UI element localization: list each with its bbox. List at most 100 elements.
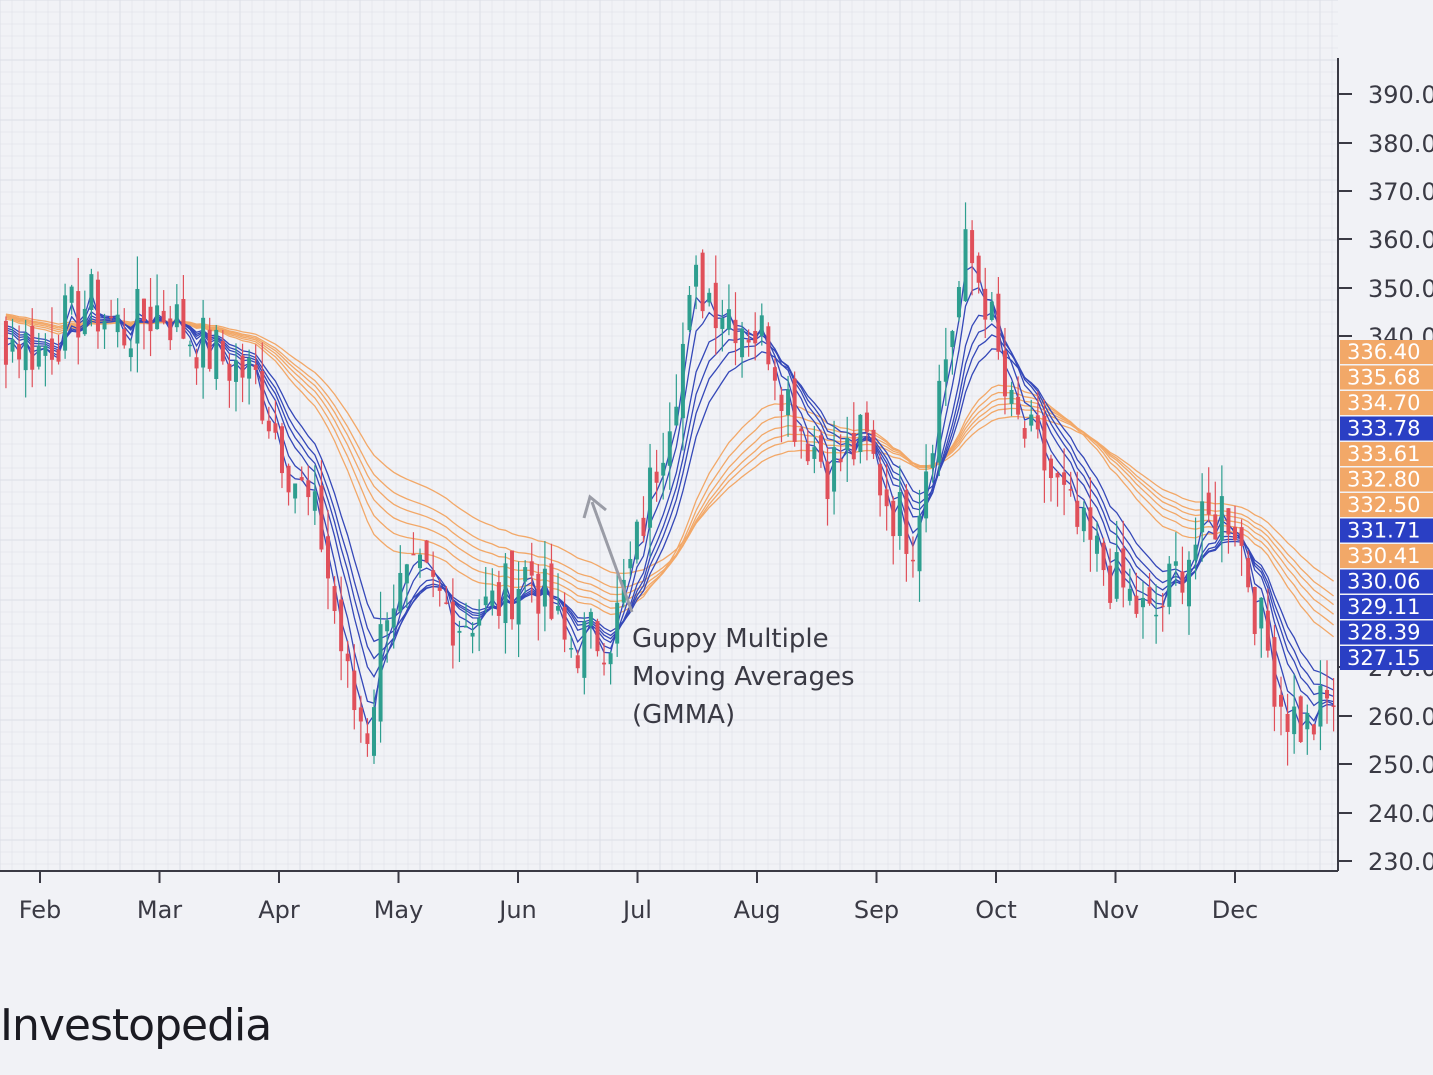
candle-body (1325, 689, 1330, 699)
candle-body (1246, 558, 1251, 588)
candle-body (983, 288, 988, 320)
candle-body (615, 602, 620, 644)
candle-body (279, 426, 284, 474)
price-tag-label: 332.50 (1347, 493, 1420, 517)
annotation-line-2: Moving Averages (632, 662, 855, 692)
candle-body (1226, 508, 1231, 535)
candle-body (542, 568, 547, 607)
candle-body (1318, 685, 1323, 727)
candle-body (187, 344, 192, 347)
candle-body (818, 435, 823, 462)
x-tick-label: Aug (734, 896, 781, 924)
candle-body (917, 515, 922, 572)
candle-body (956, 287, 961, 318)
x-tick-label: Feb (19, 896, 62, 924)
x-tick-label: Mar (137, 896, 182, 924)
candle-body (1075, 500, 1080, 527)
candle-body (418, 554, 423, 569)
candle-body (1233, 526, 1237, 541)
price-tag (1340, 416, 1433, 441)
candle-body (937, 380, 942, 463)
x-tick-label: Nov (1092, 896, 1139, 924)
price-tag-label: 335.68 (1347, 366, 1420, 390)
candle-body (963, 229, 968, 302)
candle-body (404, 564, 409, 584)
price-tag (1340, 340, 1433, 364)
candle-body (306, 480, 311, 498)
price-tag (1340, 493, 1433, 517)
candle-body (122, 329, 127, 346)
candle-body (786, 389, 791, 416)
candle-body (549, 563, 554, 619)
candle-body (1239, 527, 1244, 546)
candle-body (128, 348, 133, 358)
candle-body (516, 588, 521, 625)
candle-body (661, 462, 666, 476)
candle-body (1022, 428, 1027, 439)
candle-body (996, 293, 1001, 352)
candle-body (1114, 552, 1119, 599)
candle-body (759, 315, 764, 336)
candle-body (82, 308, 87, 335)
long-ema-line (5, 314, 1334, 597)
long-ema-line (5, 316, 1335, 615)
candle-body (496, 582, 501, 616)
candle-body (352, 670, 357, 711)
candle-body (1062, 472, 1067, 485)
candle-body (286, 465, 291, 493)
candle-body (654, 471, 659, 483)
candle-body (720, 318, 725, 329)
candle-body (713, 282, 718, 329)
candle-body (1252, 587, 1257, 635)
candle-body (950, 331, 955, 348)
candle-body (155, 305, 160, 330)
candle-body (878, 464, 883, 496)
candle-body (1048, 458, 1053, 479)
candle-body (779, 394, 784, 412)
candle-body (214, 329, 219, 380)
candle-body (897, 491, 902, 536)
candle-body (503, 563, 508, 624)
candle-body (293, 483, 298, 499)
candle-body (1305, 712, 1310, 730)
candle-body (753, 331, 758, 344)
candle-body (1035, 415, 1040, 430)
price-tag-label: 334.70 (1347, 391, 1420, 415)
annotation-line-3: (GMMA) (632, 700, 735, 730)
candle-body (1292, 706, 1297, 735)
candle-body (1088, 507, 1093, 540)
candle-body (634, 521, 639, 560)
price-tag-label: 336.40 (1347, 340, 1420, 364)
candle-body (345, 653, 350, 662)
candle-body (372, 707, 377, 756)
x-axis: Feb Mar Apr May Jun Jul Aug Sep Oct Nov Dec (19, 871, 1258, 924)
candle-body (628, 558, 633, 569)
candle-body (141, 298, 146, 322)
candle-body (358, 707, 363, 722)
candle-body (608, 653, 613, 665)
candle-body (378, 624, 383, 722)
candle-body (312, 491, 317, 511)
price-tag-label: 333.78 (1347, 417, 1420, 441)
candle-body (858, 414, 863, 453)
short-ema-line (5, 320, 1334, 681)
y-tick-label: 250.0 (1368, 751, 1433, 779)
candle-body (740, 328, 745, 358)
candle-body (891, 500, 896, 537)
candle-body (1186, 559, 1191, 607)
candle-body (805, 443, 810, 462)
candle-body (424, 540, 429, 563)
candle-body (602, 662, 607, 665)
candle-body (233, 360, 238, 382)
candle-body (477, 618, 482, 626)
long-ema-line (5, 313, 1334, 582)
price-tag (1340, 620, 1433, 645)
price-tag (1340, 365, 1433, 390)
candle-body (398, 572, 403, 612)
long-ema-line (5, 315, 1334, 606)
annotation-arrow-head (582, 494, 607, 519)
candle-body (299, 477, 304, 481)
candle-body (1279, 694, 1284, 707)
candle-body (102, 321, 107, 330)
candle-body (95, 279, 100, 332)
